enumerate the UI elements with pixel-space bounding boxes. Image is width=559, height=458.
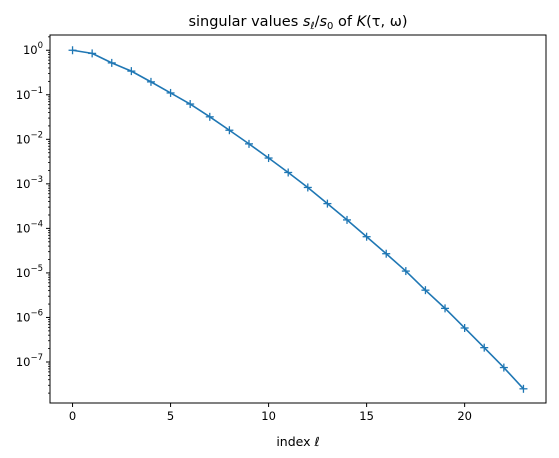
data-point xyxy=(421,286,430,295)
data-point xyxy=(244,139,253,148)
data-point xyxy=(225,126,234,135)
data-point xyxy=(382,249,391,258)
x-axis-label: index ℓ xyxy=(276,434,319,449)
data-point xyxy=(166,88,175,97)
data-point xyxy=(401,267,410,276)
x-tick-label: 15 xyxy=(359,409,374,423)
x-tick-label: 0 xyxy=(69,409,76,423)
y-tick-label: 10−4 xyxy=(16,219,43,235)
chart-title: singular values sℓ/s0 of K(τ, ω) xyxy=(188,14,407,32)
y-tick-label: 10−7 xyxy=(16,353,43,369)
y-ticks: 100 10−1 10−2 10−3 10−4 10−5 10−6 10−7 xyxy=(16,36,50,394)
data-point xyxy=(68,46,77,55)
data-point xyxy=(186,100,195,109)
series-group xyxy=(68,46,528,393)
y-tick-label: 10−6 xyxy=(16,308,43,324)
data-point xyxy=(303,183,312,192)
data-point xyxy=(519,384,528,393)
data-point xyxy=(441,304,450,313)
x-ticks: 0 5 10 15 20 xyxy=(69,403,472,423)
data-point xyxy=(264,154,273,163)
x-tick-label: 10 xyxy=(261,409,276,423)
data-point xyxy=(127,67,136,76)
y-tick-label: 10−5 xyxy=(16,264,43,280)
y-tick-label: 10−3 xyxy=(16,175,43,191)
x-tick-label: 20 xyxy=(457,409,472,423)
data-point xyxy=(88,49,97,58)
data-point xyxy=(460,323,469,332)
data-point xyxy=(480,343,489,352)
data-point xyxy=(499,363,508,372)
y-tick-label: 10−1 xyxy=(16,86,43,102)
data-point xyxy=(107,58,116,67)
data-point xyxy=(362,232,371,241)
y-tick-label: 10−2 xyxy=(16,130,43,146)
axes-frame xyxy=(49,34,547,404)
data-point xyxy=(284,168,293,177)
y-tick-label: 100 xyxy=(23,41,43,57)
x-tick-label: 5 xyxy=(167,409,174,423)
data-point xyxy=(146,77,155,86)
data-point xyxy=(343,215,352,224)
data-point xyxy=(323,199,332,208)
series-line xyxy=(72,49,525,390)
data-point xyxy=(205,112,214,121)
